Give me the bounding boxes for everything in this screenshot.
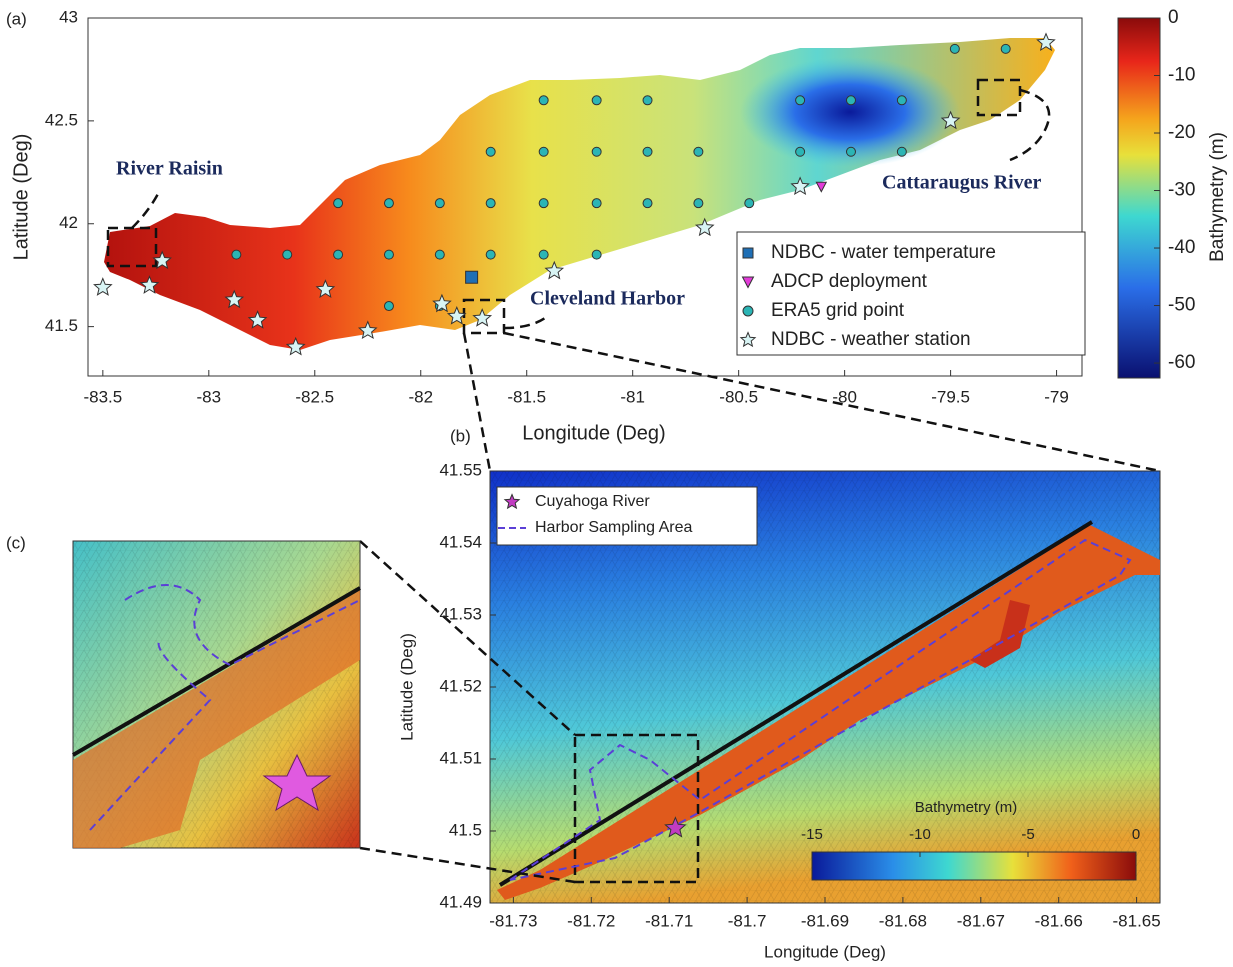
data-point xyxy=(486,147,495,156)
colorbar-tick-label: 0 xyxy=(1168,7,1179,28)
y-tick-label: 41.5 xyxy=(45,316,78,335)
x-tick-label: -81.65 xyxy=(1113,911,1161,930)
annotation: River Raisin xyxy=(116,158,223,180)
colorbar-label: Bathymetry (m) xyxy=(915,799,1018,816)
x-tick-label: -83.5 xyxy=(83,387,122,406)
data-point xyxy=(334,199,343,208)
data-point xyxy=(486,199,495,208)
legend-marker xyxy=(743,306,753,316)
legend-label: ERA5 grid point xyxy=(771,300,905,321)
colorbar-tick-label: -15 xyxy=(801,826,823,843)
x-tick-label: -79 xyxy=(1044,387,1069,406)
data-point xyxy=(950,44,959,53)
y-axis-label: Latitude (Deg) xyxy=(10,134,32,261)
y-tick-label: 41.53 xyxy=(439,604,482,623)
data-point xyxy=(846,96,855,105)
data-point xyxy=(384,302,393,311)
legend-label: NDBC - water temperature xyxy=(771,242,996,263)
x-tick-label: -81.66 xyxy=(1035,911,1083,930)
data-point xyxy=(643,147,652,156)
y-tick-label: 41.55 xyxy=(439,460,482,479)
colorbar-tick-label: -5 xyxy=(1021,826,1034,843)
x-tick-label: -81.73 xyxy=(489,911,537,930)
data-point xyxy=(486,250,495,259)
x-tick-label: -81.69 xyxy=(801,911,849,930)
colorbar-tick-label: -40 xyxy=(1168,237,1195,258)
x-tick-label: -81.72 xyxy=(567,911,615,930)
data-point xyxy=(846,147,855,156)
colorbar-tick-label: -20 xyxy=(1168,122,1195,143)
x-tick-label: -80.5 xyxy=(719,387,758,406)
panel-label: (c) xyxy=(6,533,26,552)
figure: (a) (b) (c) Longitude (Deg) Latitude (De… xyxy=(0,0,1233,967)
x-tick-label: -79.5 xyxy=(931,387,970,406)
data-point xyxy=(643,199,652,208)
x-tick-label: -81.5 xyxy=(507,387,546,406)
x-tick-label: -82.5 xyxy=(295,387,334,406)
data-point xyxy=(643,96,652,105)
legend-label: ADCP deployment xyxy=(771,271,928,292)
x-tick-label: -80 xyxy=(832,387,857,406)
data-point xyxy=(334,250,343,259)
colorbar-tick-label: -30 xyxy=(1168,180,1195,201)
data-point xyxy=(694,199,703,208)
data-point xyxy=(592,199,601,208)
data-point xyxy=(384,199,393,208)
y-tick-label: 41.51 xyxy=(439,748,482,767)
data-point xyxy=(796,96,805,105)
data-point xyxy=(592,96,601,105)
data-point xyxy=(466,271,478,283)
annotation: Cleveland Harbor xyxy=(530,288,685,310)
legend-label: Harbor Sampling Area xyxy=(535,519,693,536)
x-tick-label: -82 xyxy=(408,387,433,406)
legend-label: NDBC - weather station xyxy=(771,329,971,350)
x-tick-label: -81.71 xyxy=(645,911,693,930)
y-tick-label: 41.52 xyxy=(439,676,482,695)
y-tick-label: 41.49 xyxy=(439,892,482,911)
data-point xyxy=(745,199,754,208)
legend-label: Cuyahoga River xyxy=(535,493,650,510)
y-tick-label: 41.54 xyxy=(439,532,482,551)
data-point xyxy=(539,250,548,259)
data-point xyxy=(539,199,548,208)
x-tick-label: -81.68 xyxy=(879,911,927,930)
panel-label: (b) xyxy=(450,426,471,445)
colorbar-tick-label: -60 xyxy=(1168,352,1195,373)
colorbar-tick-label: -10 xyxy=(909,826,931,843)
data-point xyxy=(897,147,906,156)
data-point xyxy=(435,250,444,259)
y-tick-label: 43 xyxy=(59,7,78,26)
y-tick-label: 41.5 xyxy=(449,820,482,839)
y-tick-label: 42 xyxy=(59,213,78,232)
data-point xyxy=(897,96,906,105)
colorbar-label: Bathymetry (m) xyxy=(1207,132,1228,262)
data-point xyxy=(384,250,393,259)
data-point xyxy=(796,147,805,156)
data-point xyxy=(435,199,444,208)
data-point xyxy=(232,250,241,259)
data-point xyxy=(283,250,292,259)
data-point xyxy=(592,250,601,259)
x-tick-label: -81 xyxy=(620,387,645,406)
x-tick-label: -83 xyxy=(197,387,222,406)
x-axis-label: Longitude (Deg) xyxy=(522,422,665,444)
colorbar-tick-label: -10 xyxy=(1168,65,1195,86)
x-axis-label: Longitude (Deg) xyxy=(764,942,886,961)
colorbar-tick-label: 0 xyxy=(1132,826,1140,843)
colorbar xyxy=(812,852,1136,880)
data-point xyxy=(1001,44,1010,53)
y-axis-label: Latitude (Deg) xyxy=(397,633,416,741)
data-point xyxy=(539,147,548,156)
legend-marker xyxy=(743,248,753,258)
annotation: Cattaraugus River xyxy=(882,172,1042,194)
data-point xyxy=(694,147,703,156)
colorbar xyxy=(1118,18,1160,378)
data-point xyxy=(592,147,601,156)
y-tick-label: 42.5 xyxy=(45,110,78,129)
x-tick-label: -81.7 xyxy=(728,911,767,930)
panel-label: (a) xyxy=(6,9,27,28)
x-tick-label: -81.67 xyxy=(957,911,1005,930)
data-point xyxy=(539,96,548,105)
colorbar-tick-label: -50 xyxy=(1168,295,1195,316)
